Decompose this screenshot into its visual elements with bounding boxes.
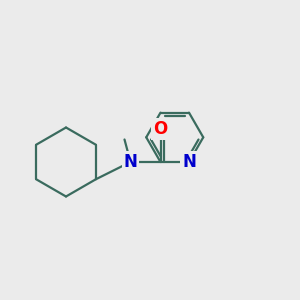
Text: N: N [182,153,196,171]
Text: N: N [124,153,137,171]
Text: O: O [153,120,168,138]
